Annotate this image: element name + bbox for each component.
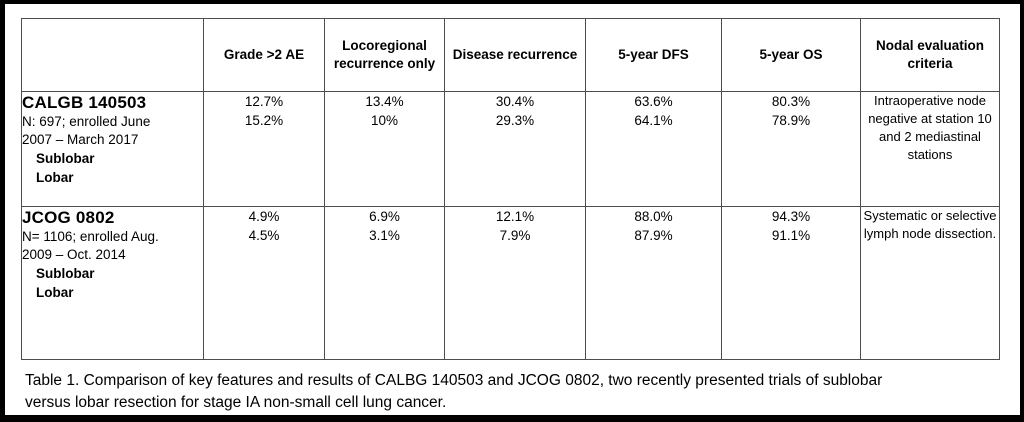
caption-line-1: Table 1. Comparison of key features and … <box>25 372 883 389</box>
value-lobar: 4.5% <box>248 228 280 243</box>
table-caption: Table 1. Comparison of key features and … <box>25 370 1015 413</box>
value-sublobar: 30.4% <box>495 94 535 109</box>
cell-5yr-dfs: 88.0% 87.9% <box>585 206 722 360</box>
trial-desc-line: 2007 – March 2017 <box>22 132 139 147</box>
value-lobar: 64.1% <box>634 113 673 128</box>
header-trial-blank <box>21 18 204 92</box>
value-lobar: 15.2% <box>244 113 284 128</box>
value-sublobar: 88.0% <box>634 209 673 224</box>
header-disease-recurrence: Disease recurrence <box>444 18 586 92</box>
value-sublobar: 12.1% <box>495 209 535 224</box>
cell-5yr-os: 94.3% 91.1% <box>721 206 861 360</box>
cell-nodal-criteria: Systematic or selective lymph node disse… <box>860 206 1000 360</box>
value-lobar: 3.1% <box>369 228 400 243</box>
trial-desc-line: N: 697; enrolled June <box>22 114 151 129</box>
value-lobar: 7.9% <box>499 228 531 243</box>
trial-desc-line: 2009 – Oct. 2014 <box>22 247 126 262</box>
value-lobar: 10% <box>370 113 399 128</box>
cell-disease-recurrence: 30.4% 29.3% <box>444 91 586 207</box>
trial-label-cell: CALGB 140503 N: 697; enrolled June 2007 … <box>21 91 204 207</box>
value-sublobar: 13.4% <box>365 94 404 109</box>
value-sublobar: 80.3% <box>771 94 811 109</box>
cell-locoregional: 13.4% 10% <box>324 91 445 207</box>
value-lobar: 91.1% <box>771 228 811 243</box>
value-sublobar: 12.7% <box>244 94 284 109</box>
caption-line-2: versus lobar resection for stage IA non-… <box>25 393 447 411</box>
value-sublobar: 94.3% <box>771 209 811 224</box>
trial-comparison-table: Grade >2 AE Locoregional recurrence only… <box>21 18 1000 360</box>
cell-grade-ae: 12.7% 15.2% <box>203 91 325 207</box>
cell-disease-recurrence: 12.1% 7.9% <box>444 206 586 360</box>
header-row: Grade >2 AE Locoregional recurrence only… <box>21 18 1000 92</box>
arm-label-lobar: Lobar <box>36 285 74 300</box>
arm-label-sublobar: Sublobar <box>36 266 95 281</box>
value-lobar: 87.9% <box>634 228 673 243</box>
trial-label-cell: JCOG 0802 N= 1106; enrolled Aug. 2009 – … <box>21 206 204 360</box>
arm-label-lobar: Lobar <box>36 170 74 185</box>
cell-grade-ae: 4.9% 4.5% <box>203 206 325 360</box>
cell-nodal-criteria: Intraoperative node negative at station … <box>860 91 1000 207</box>
cell-5yr-dfs: 63.6% 64.1% <box>585 91 722 207</box>
header-grade-ae: Grade >2 AE <box>203 18 325 92</box>
header-locoregional-recurrence: Locoregional recurrence only <box>324 18 445 92</box>
value-sublobar: 6.9% <box>369 209 400 224</box>
table-row-jcog: JCOG 0802 N= 1106; enrolled Aug. 2009 – … <box>21 206 1000 360</box>
header-5yr-dfs: 5-year DFS <box>585 18 722 92</box>
value-lobar: 29.3% <box>495 113 535 128</box>
header-nodal-criteria: Nodal evaluation criteria <box>860 18 1000 92</box>
trial-name: JCOG 0802 <box>22 208 115 227</box>
arm-label-sublobar: Sublobar <box>36 151 95 166</box>
trial-desc-line: N= 1106; enrolled Aug. <box>22 229 159 244</box>
value-sublobar: 4.9% <box>248 209 280 224</box>
value-sublobar: 63.6% <box>634 94 673 109</box>
value-lobar: 78.9% <box>771 113 811 128</box>
header-5yr-os: 5-year OS <box>721 18 861 92</box>
cell-5yr-os: 80.3% 78.9% <box>721 91 861 207</box>
trial-name: CALGB 140503 <box>22 93 147 112</box>
cell-locoregional: 6.9% 3.1% <box>324 206 445 360</box>
table-row-calgb: CALGB 140503 N: 697; enrolled June 2007 … <box>21 91 1000 207</box>
